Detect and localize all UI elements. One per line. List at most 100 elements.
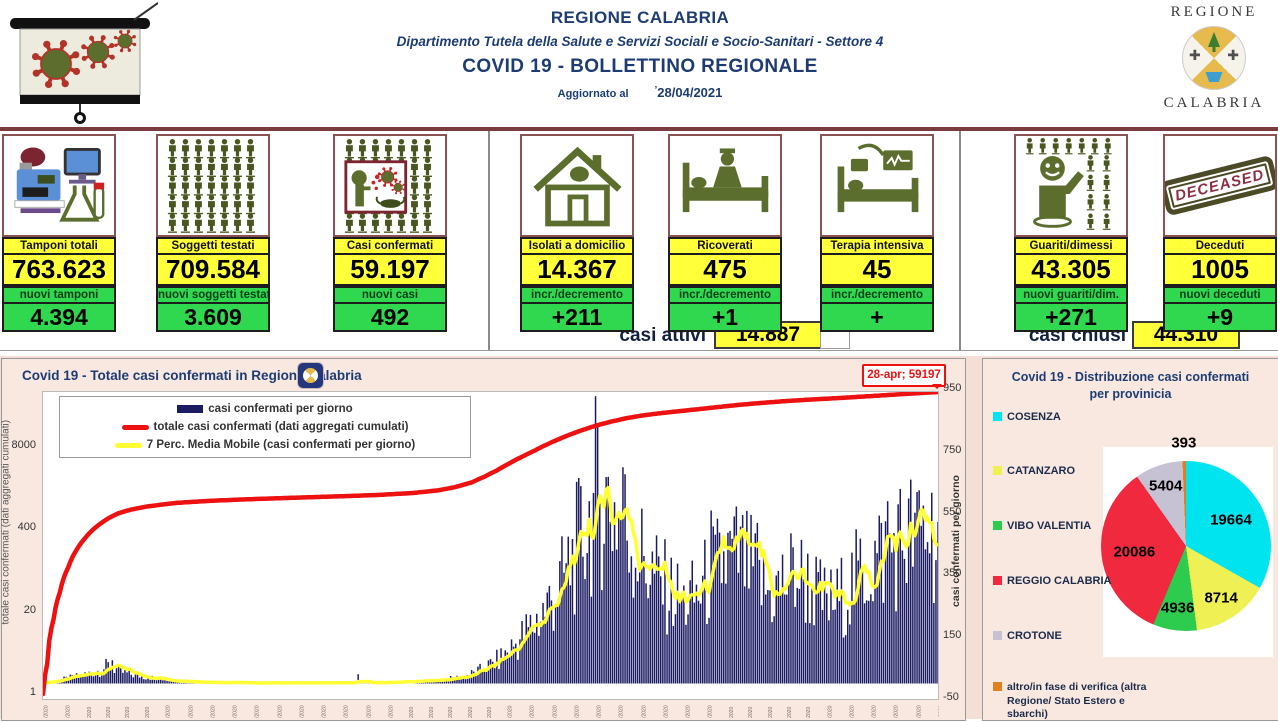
calabria-emblem-icon: ✚ ✚	[1182, 26, 1246, 90]
legend-color-swatch	[993, 631, 1002, 640]
pie-slice-value: 393	[1171, 435, 1196, 452]
legend-label: altro/in fase di verifica (altra Regione…	[1007, 681, 1153, 722]
latest-value-annotation: 28-apr; 59197	[862, 364, 946, 387]
card-title: Terapia intensiva	[820, 237, 934, 253]
horizontal-separator	[0, 350, 1278, 351]
right-axis-tick: 950	[943, 382, 973, 394]
legend-label: 7 Perc. Media Mobile (casi confermati pe…	[147, 439, 415, 451]
card-total-value: 43.305	[1014, 253, 1128, 286]
pie-legend-item: REGGIO CALABRIA	[993, 575, 1112, 587]
stat-card-isolati: Isolati a domicilio 14.367 incr./decreme…	[520, 134, 634, 332]
card-delta-value: 3.609	[156, 302, 270, 332]
card-total-value: 709.584	[156, 253, 270, 286]
red-line-swatch-icon	[122, 425, 149, 430]
legend-label: REGGIO CALABRIA	[1007, 575, 1112, 587]
left-axis-title: totale casi confermati (dati aggregati c…	[1, 425, 12, 625]
legend-color-swatch	[993, 466, 1002, 475]
card-title: Guariti/dimessi	[1014, 237, 1128, 253]
stat-card-terapia-intensiva: Terapia intensiva 45 incr./decremento +	[820, 134, 934, 332]
vertical-separator	[488, 131, 490, 351]
card-delta-value: +1	[668, 302, 782, 332]
card-delta-value: +211	[520, 302, 634, 332]
calabria-mini-logo-icon	[298, 363, 323, 388]
stat-card-casi-confermati: Casi confermati 59.197 nuovi casi 492	[333, 134, 447, 332]
pine-tree-trunk	[1213, 46, 1216, 52]
pie-legend-item: VIBO VALENTIA	[993, 520, 1091, 532]
card-delta-label: incr./decremento	[668, 286, 782, 302]
stat-card-soggetti: Soggetti testati 709.584 nuovi soggetti …	[156, 134, 270, 332]
legend-label: CROTONE	[1007, 630, 1062, 642]
vertical-separator	[959, 131, 961, 351]
cross-icon: ✚	[1227, 50, 1239, 64]
card-delta-label: nuovi deceduti	[1163, 286, 1277, 302]
card-delta-value: 492	[333, 302, 447, 332]
logo-text-bottom: CALABRIA	[1160, 95, 1268, 112]
card-delta-label: nuovi tamponi	[2, 286, 116, 302]
legend-label: COSENZA	[1007, 411, 1061, 423]
right-axis-tick: 750	[943, 444, 973, 456]
card-delta-value: +9	[1163, 302, 1277, 332]
pie-slice-value: 8714	[1204, 590, 1237, 607]
card-delta-label: nuovi guariti/dim.	[1014, 286, 1128, 302]
pine-tree-icon	[1208, 32, 1220, 47]
projector-screen-virus-graphic	[8, 2, 158, 124]
province-distribution-panel: Covid 19 - Distribuzione casi confermati…	[982, 358, 1278, 721]
icu-bed-icon	[820, 134, 934, 237]
right-axis-tick: 150	[943, 629, 973, 641]
pie-slice-value: 4936	[1161, 600, 1194, 617]
yellow-line-swatch-icon	[115, 443, 142, 448]
card-title: Casi confermati	[333, 237, 447, 253]
right-axis-title: casi confermati per giorno	[950, 455, 962, 627]
pie-legend-item: CATANZARO	[993, 465, 1075, 477]
right-axis-tick: -50	[943, 691, 973, 703]
card-title: Deceduti	[1163, 237, 1277, 253]
card-delta-value: +271	[1014, 302, 1128, 332]
stats-band: casi attivi 14.887 casi chiusi 44.310 Ta…	[0, 131, 1278, 356]
bulletin-title: COVID 19 - BOLLETTINO REGIONALE	[290, 56, 990, 78]
legend-item-bars: casi confermati per giorno	[177, 403, 352, 415]
logo-text-top: REGIONE	[1160, 4, 1268, 21]
hospital-bed-icon	[668, 134, 782, 237]
updated-date: 28/04/2021	[657, 85, 722, 100]
card-delta-value: 4.394	[2, 302, 116, 332]
pie-title: Covid 19 - Distribuzione casi confermati…	[983, 369, 1278, 403]
chart-legend: casi confermati per giorno totale casi c…	[59, 396, 471, 458]
card-delta-value: +	[820, 302, 934, 332]
card-title: Isolati a domicilio	[520, 237, 634, 253]
region-calabria-logo: REGIONE ✚ ✚ CALABRIA	[1160, 4, 1268, 112]
charts-section: Covid 19 - Totale casi confermati in Reg…	[0, 356, 1278, 719]
legend-color-swatch	[993, 521, 1002, 530]
deceased-stamp: DECEASED	[1163, 155, 1277, 217]
stat-card-ricoverati: Ricoverati 475 incr./decremento +1	[668, 134, 782, 332]
recovered-person-icon	[1014, 134, 1128, 237]
card-delta-label: nuovi casi	[333, 286, 447, 302]
card-total-value: 14.367	[520, 253, 634, 286]
left-axis-tick: 1	[6, 686, 36, 698]
card-total-value: 475	[668, 253, 782, 286]
card-title: Soggetti testati	[156, 237, 270, 253]
stat-card-tamponi: Tamponi totali 763.623 nuovi tamponi 4.3…	[2, 134, 116, 332]
card-total-value: 59.197	[333, 253, 447, 286]
card-title: Ricoverati	[668, 237, 782, 253]
header-text-block: REGIONE CALABRIA Dipartimento Tutela del…	[290, 8, 990, 100]
column-capital-icon	[1206, 72, 1223, 82]
legend-color-swatch	[993, 682, 1002, 691]
legend-item-cumulative: totale casi confermati (dati aggregati c…	[122, 421, 409, 433]
legend-label: totale casi confermati (dati aggregati c…	[154, 421, 409, 433]
header: REGIONE CALABRIA Dipartimento Tutela del…	[0, 0, 1278, 127]
legend-label: CATANZARO	[1007, 465, 1075, 477]
cross-icon: ✚	[1189, 50, 1201, 64]
card-delta-label: nuovi soggetti testati	[156, 286, 270, 302]
legend-label: casi confermati per giorno	[208, 403, 352, 415]
home-icon	[520, 134, 634, 237]
bar-swatch-icon	[177, 405, 203, 413]
deceased-stamp-icon: DECEASED	[1163, 134, 1277, 237]
card-total-value: 1005	[1163, 253, 1277, 286]
legend-color-swatch	[993, 576, 1002, 585]
pie-legend-item: CROTONE	[993, 630, 1062, 642]
legend-label: VIBO VALENTIA	[1007, 520, 1091, 532]
cough-virus-icon	[333, 134, 447, 237]
pie-slice-value: 19664	[1210, 511, 1252, 528]
